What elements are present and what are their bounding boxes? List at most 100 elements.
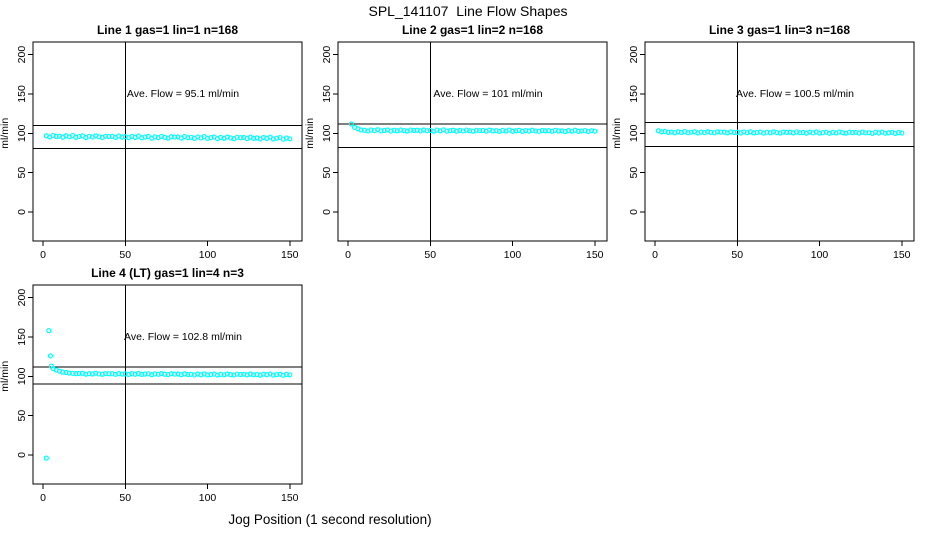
data-point: [348, 121, 354, 127]
data-point: [204, 372, 211, 378]
data-point: [899, 130, 905, 136]
data-point: [575, 128, 581, 135]
data-point: [542, 128, 549, 134]
data-point: [862, 130, 869, 136]
data-points: [348, 121, 598, 135]
y-tick-label: 150: [628, 85, 640, 103]
x-tick-label: 150: [893, 249, 911, 261]
data-point: [250, 372, 257, 378]
y-tick-label: 100: [628, 124, 640, 142]
data-point: [685, 130, 691, 136]
data-point: [260, 371, 267, 377]
data-point: [559, 128, 565, 134]
data-point: [555, 128, 562, 134]
x-tick-label: 100: [811, 249, 829, 261]
y-axis-label: ml/min: [0, 118, 11, 149]
data-points: [655, 128, 905, 136]
x-tick-label: 0: [40, 492, 46, 504]
data-point: [378, 128, 384, 134]
panel-line-3: 0 50 100 150 200 0 50 100 150 ml/min Line 3 gas=1 …: [611, 23, 915, 261]
data-point: [139, 371, 145, 378]
x-tick-label: 0: [345, 249, 351, 261]
data-point: [116, 370, 122, 377]
data-point: [447, 128, 453, 134]
data-point: [237, 371, 243, 378]
data-point: [754, 129, 760, 136]
x-tick-label: 150: [281, 249, 299, 261]
y-tick-label: 100: [16, 124, 28, 142]
plot-box: [32, 41, 303, 242]
data-point: [158, 371, 165, 377]
y-axis-label: ml/min: [0, 361, 11, 392]
data-point: [96, 134, 102, 140]
y-tick-label: 100: [321, 124, 333, 142]
data-point: [142, 134, 148, 140]
y-tick-label: 0: [16, 209, 28, 215]
data-point: [46, 328, 52, 334]
data-point: [849, 129, 856, 136]
data-point: [129, 371, 135, 377]
ave-flow-annotation: Ave. Flow = 101 ml/min: [433, 88, 542, 100]
data-point: [168, 134, 174, 140]
x-tick-label: 100: [504, 249, 522, 261]
ave-flow-annotation: Ave. Flow = 95.1 ml/min: [127, 88, 239, 100]
data-point: [783, 129, 790, 135]
data-point: [237, 135, 243, 141]
y-tick-label: 100: [16, 367, 28, 385]
data-point: [546, 128, 552, 134]
data-point: [866, 130, 872, 136]
data-point: [270, 372, 276, 378]
data-point: [787, 129, 793, 135]
data-point: [250, 135, 257, 141]
data-point: [477, 127, 483, 134]
data-point: [658, 129, 665, 135]
data-points: [43, 132, 293, 142]
data-point: [208, 371, 214, 378]
data-point: [53, 133, 59, 140]
x-tick-label: 100: [199, 249, 217, 261]
y-tick-label: 50: [321, 167, 333, 179]
data-point: [539, 127, 545, 134]
data-point: [208, 134, 214, 141]
data-point: [444, 128, 450, 134]
y-tick-label: 0: [321, 209, 333, 215]
data-point: [218, 371, 224, 377]
data-point: [688, 129, 694, 135]
data-point: [102, 133, 109, 139]
y-tick-label: 0: [16, 452, 28, 458]
y-tick-label: 200: [628, 46, 640, 64]
plot-box: [644, 41, 915, 242]
data-point: [490, 128, 496, 134]
data-point: [96, 371, 102, 377]
data-point: [162, 371, 168, 377]
y-tick-label: 0: [628, 209, 640, 215]
data-point: [407, 127, 414, 133]
x-tick-label: 50: [119, 249, 131, 261]
data-point: [853, 129, 859, 136]
data-point: [66, 370, 72, 376]
data-point: [882, 130, 888, 136]
y-tick-label: 50: [16, 410, 28, 422]
data-point: [846, 129, 852, 135]
data-point: [73, 371, 79, 377]
data-point: [172, 134, 178, 140]
x-axis-label: Jog Position (1 second resolution): [228, 512, 432, 527]
panel-title: Line 4 (LT) gas=1 lin=4 n=3: [91, 266, 244, 280]
x-tick-label: 150: [281, 492, 299, 504]
x-tick-label: 0: [40, 249, 46, 261]
data-point: [287, 136, 293, 142]
data-point: [480, 127, 486, 134]
data-point: [109, 371, 115, 377]
x-tick-label: 0: [652, 249, 658, 261]
data-point: [188, 371, 194, 377]
panel-title: Line 2 gas=1 lin=2 n=168: [402, 23, 543, 37]
data-point: [751, 130, 757, 136]
data-point: [358, 127, 364, 133]
data-point: [391, 127, 397, 133]
data-point: [86, 370, 92, 377]
data-point: [152, 371, 158, 377]
y-tick-label: 50: [628, 167, 640, 179]
data-point: [283, 371, 290, 378]
y-tick-label: 150: [16, 85, 28, 103]
